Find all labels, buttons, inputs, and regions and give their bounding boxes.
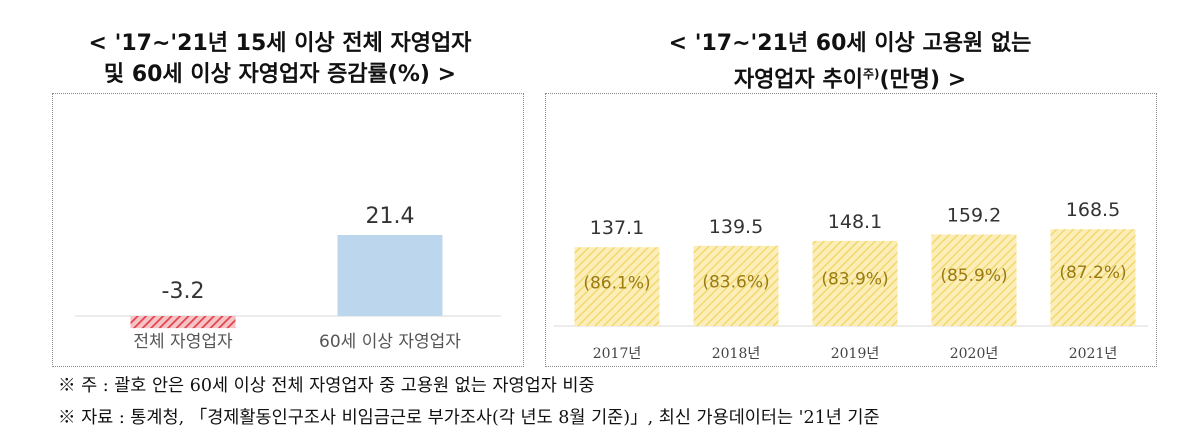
data-label: 139.5: [709, 216, 763, 238]
share-label: (83.6%): [702, 273, 769, 293]
right-title-line1: < '17~'21년 60세 이상 고용원 없는: [668, 31, 1032, 56]
data-label: 21.4: [366, 204, 415, 229]
share-label: (85.9%): [940, 266, 1007, 286]
share-label: (87.2%): [1059, 263, 1126, 283]
category-label: 2018년: [712, 346, 761, 362]
bar: [693, 245, 779, 326]
right-title-line2: 자영업자 추이주)(만명) >: [545, 59, 1155, 95]
share-label: (86.1%): [583, 273, 650, 293]
data-label: -3.2: [162, 279, 205, 304]
right-chart-panel: 137.1 (86.1%) 2017년 139.5 (83.6%) 2018년 148.1 (…: [545, 93, 1157, 367]
right-chart-title: < '17~'21년 60세 이상 고용원 없는 자영업자 추이주)(만명) >: [545, 28, 1155, 95]
category-label: 2021년: [1069, 346, 1118, 362]
category-label: 2019년: [831, 346, 880, 362]
footnote-source: ※ 자료 : 통계청, 「경제활동인구조사 비임금근로 부가조사(각 년도 8월…: [58, 408, 880, 428]
left-chart-title: < '17~'21년 15세 이상 전체 자영업자 및 60세 이상 자영업자 …: [40, 28, 520, 90]
data-label: 159.2: [947, 205, 1001, 227]
data-label: 168.5: [1066, 199, 1120, 221]
bar: [1050, 229, 1136, 326]
right-chart-svg: 137.1 (86.1%) 2017년 139.5 (83.6%) 2018년 148.1 (…: [554, 199, 1148, 362]
left-title-line1: < '17~'21년 15세 이상 전체 자영업자: [88, 31, 472, 56]
bar: [574, 247, 660, 326]
left-title-line2: 및 60세 이상 자영업자 증감률(%) >: [103, 62, 457, 87]
bar: [931, 234, 1017, 326]
right-title-unit: (만명) >: [879, 67, 967, 93]
data-label: 148.1: [828, 211, 882, 233]
category-label: 전체 자영업자: [133, 332, 233, 352]
left-chart-panel: -3.2 전체 자영업자 21.4 60세 이상 자영업자: [52, 93, 524, 367]
footnote-note: ※ 주 : 괄호 안은 60세 이상 전체 자영업자 중 고용원 없는 자영업자…: [58, 376, 595, 396]
bar: [812, 240, 898, 326]
data-label: 137.1: [590, 217, 644, 239]
category-label: 2017년: [593, 346, 642, 362]
right-title-line2-text: 자영업자 추이: [733, 67, 863, 93]
share-label: (83.9%): [821, 270, 888, 290]
footnote-mark: 주): [862, 67, 880, 81]
category-label: 2020년: [950, 346, 999, 362]
bar: [130, 316, 236, 329]
bar: [337, 235, 443, 316]
left-chart-svg: -3.2 전체 자영업자 21.4 60세 이상 자영업자: [75, 204, 501, 352]
category-label: 60세 이상 자영업자: [319, 332, 461, 352]
